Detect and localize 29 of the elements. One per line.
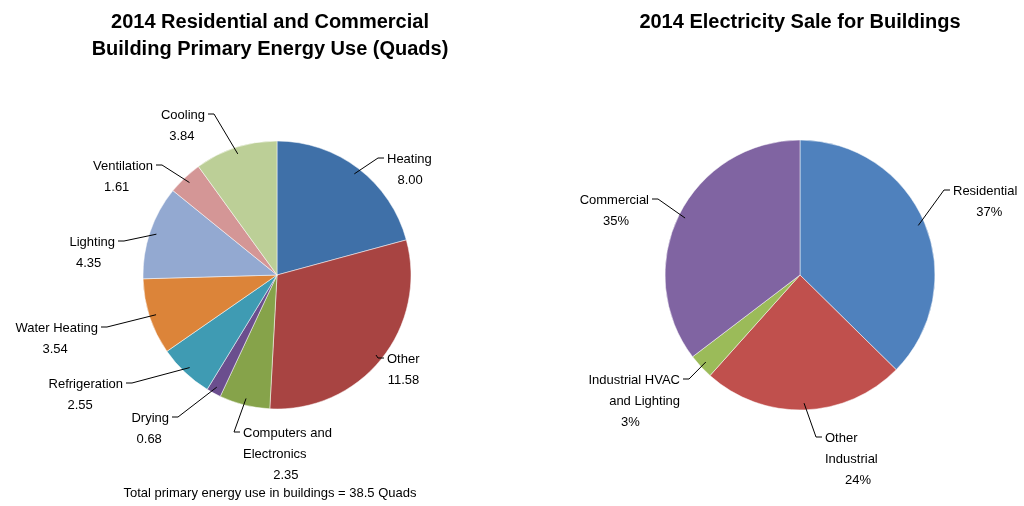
data-label: 3%: [621, 414, 641, 429]
data-label: 4.35: [75, 255, 102, 270]
slice-label: Other: [387, 351, 421, 366]
slice-label: Industrial HVAC and Lighting: [588, 372, 680, 408]
data-label: 0.68: [136, 431, 162, 446]
slice-label: Commercial: [579, 192, 650, 207]
data-label: 2.55: [67, 397, 93, 412]
slice-label: Ventilation: [93, 158, 153, 173]
text: Total primary energy use in buildings = 38.5 Quads: [123, 485, 418, 500]
slice-label: Cooling: [160, 107, 205, 122]
data-label: 1.61: [104, 179, 130, 194]
data-label: 3.84: [169, 128, 195, 143]
slice-label: Refrigeration: [48, 376, 123, 391]
slice-label: Other Industrial: [825, 430, 878, 466]
slice-label: Drying: [131, 410, 169, 425]
slice-label: Residential: [953, 183, 1018, 198]
chart-title: 2014 Residential and Commercial Building Primary Energy Use (Quads): [91, 10, 449, 59]
data-label: 11.58: [387, 372, 420, 387]
slice-label: Computers and Electronics: [243, 425, 332, 461]
chart-title: 2014 Electricity Sale for Buildings: [639, 10, 961, 32]
data-label: 2.35: [273, 467, 299, 482]
data-label: 8.00: [397, 172, 423, 187]
data-label: 37%: [976, 204, 1003, 219]
data-label: 24%: [844, 472, 872, 487]
data-label: 3.54: [42, 341, 68, 356]
slice-label: Lighting: [69, 234, 115, 249]
slice-label: Heating: [387, 151, 432, 166]
data-label: 35%: [602, 213, 630, 228]
slice-label: Water Heating: [15, 320, 98, 335]
